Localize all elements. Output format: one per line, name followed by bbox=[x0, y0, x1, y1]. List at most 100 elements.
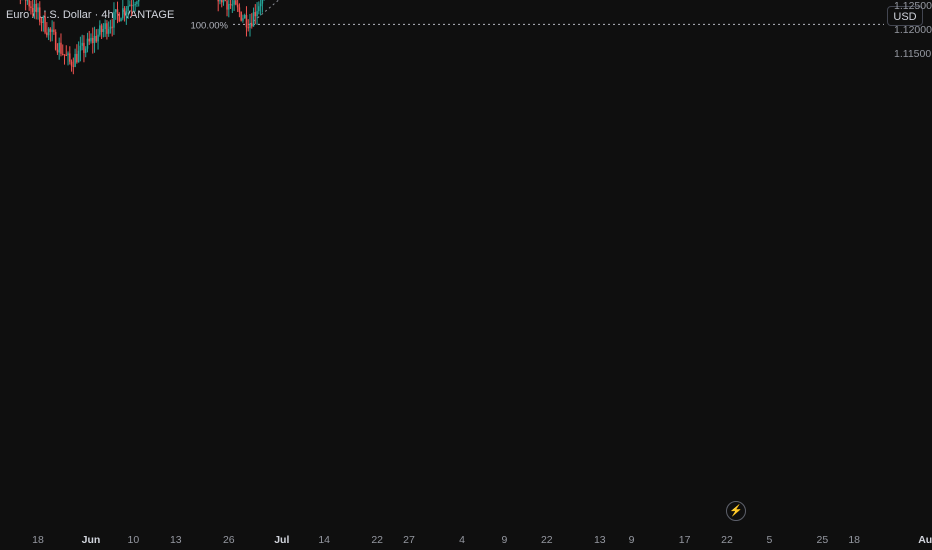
candle bbox=[63, 54, 66, 65]
candle-body bbox=[99, 25, 101, 35]
candle-body bbox=[67, 53, 69, 56]
candle-body bbox=[79, 45, 82, 51]
candle bbox=[229, 0, 232, 9]
candle bbox=[46, 22, 48, 38]
candle bbox=[33, 0, 36, 19]
candle bbox=[107, 21, 110, 37]
x-tick-label: 18 bbox=[848, 534, 860, 546]
candle bbox=[53, 21, 55, 35]
candle-body bbox=[100, 25, 103, 33]
candle bbox=[238, 3, 241, 18]
candle-body bbox=[28, 0, 30, 7]
candle bbox=[44, 12, 46, 35]
candle bbox=[132, 0, 135, 12]
candle-body bbox=[245, 15, 248, 28]
candle-body bbox=[90, 37, 92, 42]
candle bbox=[129, 0, 131, 7]
candle bbox=[258, 1, 260, 15]
candle-body bbox=[220, 0, 223, 3]
candle bbox=[39, 1, 41, 26]
candle-body bbox=[51, 29, 53, 32]
currency-button[interactable]: USD bbox=[887, 6, 923, 26]
x-tick-label: 5 bbox=[766, 534, 772, 546]
candle-body bbox=[122, 8, 124, 19]
lightning-icon[interactable]: ⚡ bbox=[726, 501, 746, 521]
candle bbox=[86, 32, 89, 53]
candle-body bbox=[236, 4, 239, 8]
candle bbox=[79, 36, 82, 62]
candle bbox=[31, 0, 34, 17]
candle-body bbox=[63, 54, 66, 56]
candle-body bbox=[233, 0, 235, 5]
x-tick-label: 14 bbox=[318, 534, 330, 546]
candle bbox=[76, 44, 78, 64]
candle bbox=[42, 15, 45, 32]
candle bbox=[235, 0, 237, 6]
candle bbox=[99, 20, 101, 37]
candle-body bbox=[229, 4, 232, 6]
x-tick-label: 22 bbox=[371, 534, 383, 546]
candle-body bbox=[81, 42, 83, 46]
candle bbox=[240, 11, 242, 22]
candle-body bbox=[109, 26, 112, 30]
x-tick-label: Jul bbox=[274, 534, 289, 546]
candle-body bbox=[42, 16, 45, 23]
candle bbox=[109, 19, 112, 34]
candle bbox=[74, 48, 76, 68]
candle bbox=[231, 0, 234, 13]
candle-body bbox=[88, 38, 90, 42]
candle bbox=[93, 26, 96, 53]
candle bbox=[100, 23, 103, 40]
candle-body bbox=[224, 0, 227, 1]
candle-body bbox=[219, 0, 221, 2]
candle-body bbox=[30, 6, 32, 9]
candle bbox=[127, 0, 129, 19]
candle bbox=[47, 27, 50, 41]
candle bbox=[58, 37, 60, 60]
candle-body bbox=[97, 34, 99, 42]
candle-body bbox=[31, 8, 34, 13]
candle-body bbox=[53, 29, 55, 32]
candle-body bbox=[247, 27, 249, 29]
candle bbox=[26, 0, 29, 5]
candle-body bbox=[33, 3, 36, 13]
candle bbox=[65, 45, 68, 56]
candle bbox=[37, 3, 39, 20]
candle bbox=[118, 12, 121, 23]
candle bbox=[243, 13, 246, 19]
candle-body bbox=[127, 6, 129, 11]
candle-body bbox=[65, 54, 68, 56]
candle bbox=[130, 0, 133, 17]
candle-body bbox=[102, 28, 105, 33]
candle bbox=[217, 0, 219, 12]
candle-body bbox=[125, 10, 128, 15]
candle-body bbox=[83, 42, 85, 53]
candle bbox=[251, 13, 253, 29]
candle bbox=[54, 29, 57, 51]
candle bbox=[134, 1, 136, 12]
candle-body bbox=[72, 65, 75, 67]
candle bbox=[111, 18, 113, 37]
candle-body bbox=[252, 12, 255, 27]
candle bbox=[116, 1, 119, 24]
candle-body bbox=[238, 7, 241, 12]
candle bbox=[261, 0, 264, 13]
candle bbox=[113, 2, 115, 35]
candle bbox=[259, 0, 262, 16]
candle-body bbox=[259, 3, 262, 7]
x-tick-label: 22 bbox=[721, 534, 733, 546]
candle bbox=[61, 44, 64, 56]
candle-body bbox=[39, 7, 41, 22]
x-tick-label: 13 bbox=[594, 534, 606, 546]
candle bbox=[242, 14, 244, 23]
candle bbox=[30, 0, 32, 15]
candle-body bbox=[24, 0, 27, 1]
candle bbox=[224, 0, 227, 2]
candle bbox=[123, 6, 126, 22]
chart-title: Euro / U.S. Dollar · 4h · VANTAGE bbox=[6, 9, 175, 21]
candle-body bbox=[84, 48, 87, 53]
candle bbox=[81, 34, 83, 51]
candle-body bbox=[249, 23, 251, 29]
candle-body bbox=[123, 8, 126, 15]
